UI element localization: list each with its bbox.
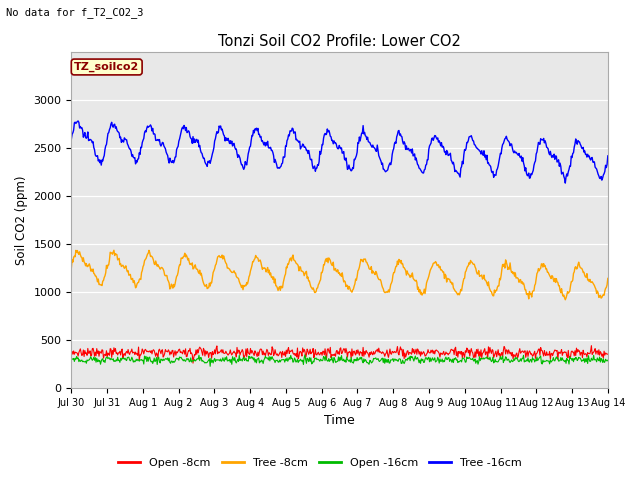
Open -8cm bbox=[189, 360, 197, 366]
Tree -8cm bbox=[77, 254, 85, 260]
X-axis label: Time: Time bbox=[324, 414, 355, 427]
Tree -8cm bbox=[133, 281, 141, 287]
Line: Tree -8cm: Tree -8cm bbox=[72, 250, 608, 300]
Open -8cm bbox=[216, 349, 224, 355]
Tree -16cm bbox=[604, 153, 612, 159]
Tree -8cm bbox=[216, 254, 224, 260]
Text: No data for f_T2_CO2_3: No data for f_T2_CO2_3 bbox=[6, 7, 144, 18]
Open -16cm bbox=[406, 358, 414, 363]
Open -16cm bbox=[132, 356, 140, 362]
Tree -8cm bbox=[68, 264, 76, 270]
Open -16cm bbox=[604, 357, 612, 363]
Open -8cm bbox=[604, 351, 612, 357]
Tree -8cm bbox=[604, 276, 612, 281]
Title: Tonzi Soil CO2 Profile: Lower CO2: Tonzi Soil CO2 Profile: Lower CO2 bbox=[218, 34, 461, 49]
Open -8cm bbox=[588, 343, 595, 348]
Open -8cm bbox=[77, 350, 85, 356]
Open -8cm bbox=[132, 351, 140, 357]
Open -16cm bbox=[68, 356, 76, 362]
Tree -8cm bbox=[110, 247, 118, 253]
Open -16cm bbox=[187, 355, 195, 361]
Y-axis label: Soil CO2 (ppm): Soil CO2 (ppm) bbox=[15, 175, 28, 265]
Tree -16cm bbox=[561, 180, 569, 186]
Open -8cm bbox=[406, 349, 413, 355]
Open -16cm bbox=[422, 355, 429, 360]
Tree -16cm bbox=[421, 167, 429, 172]
Tree -8cm bbox=[421, 291, 429, 297]
Open -8cm bbox=[421, 353, 429, 359]
Tree -16cm bbox=[188, 136, 195, 142]
Open -16cm bbox=[206, 363, 214, 369]
Open -16cm bbox=[77, 358, 85, 363]
Tree -16cm bbox=[133, 159, 141, 165]
Line: Open -8cm: Open -8cm bbox=[72, 346, 608, 363]
Open -8cm bbox=[68, 350, 76, 356]
Tree -16cm bbox=[74, 118, 82, 124]
Tree -16cm bbox=[406, 148, 413, 154]
Text: TZ_soilco2: TZ_soilco2 bbox=[74, 62, 140, 72]
Tree -16cm bbox=[68, 136, 76, 142]
Open -16cm bbox=[216, 358, 224, 364]
Legend: Open -8cm, Tree -8cm, Open -16cm, Tree -16cm: Open -8cm, Tree -8cm, Open -16cm, Tree -… bbox=[113, 453, 527, 472]
Line: Open -16cm: Open -16cm bbox=[72, 355, 608, 366]
Line: Tree -16cm: Tree -16cm bbox=[72, 121, 608, 183]
Tree -8cm bbox=[561, 297, 569, 303]
Tree -16cm bbox=[216, 125, 224, 131]
Open -8cm bbox=[187, 351, 195, 357]
Tree -8cm bbox=[406, 273, 413, 278]
Open -16cm bbox=[301, 352, 308, 358]
Tree -16cm bbox=[78, 125, 86, 131]
Tree -8cm bbox=[188, 262, 195, 268]
